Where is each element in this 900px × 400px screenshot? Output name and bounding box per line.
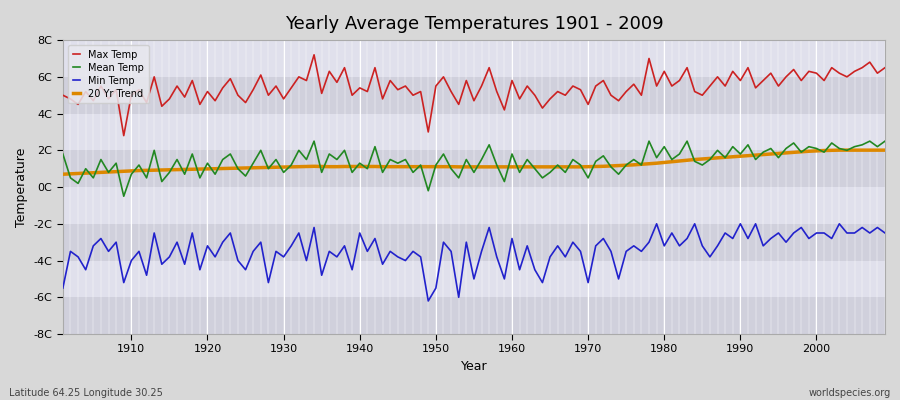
Mean Temp: [126, 172, 137, 177]
20 Yr Trend: [879, 148, 890, 152]
Mean Temp: [58, 152, 68, 156]
Max Temp: [879, 65, 890, 70]
Mean Temp: [346, 170, 357, 175]
20 Yr Trend: [499, 164, 509, 169]
Mean Temp: [514, 170, 525, 175]
20 Yr Trend: [286, 164, 297, 169]
Bar: [63, 297, 885, 334]
Mean Temp: [613, 172, 624, 177]
20 Yr Trend: [331, 164, 342, 169]
Max Temp: [346, 93, 357, 98]
Bar: [63, 224, 885, 260]
Mean Temp: [309, 139, 320, 144]
20 Yr Trend: [118, 169, 129, 174]
Bar: [63, 150, 885, 187]
Line: 20 Yr Trend: 20 Yr Trend: [63, 150, 885, 174]
Mean Temp: [293, 148, 304, 153]
Bar: [63, 40, 885, 77]
Min Temp: [606, 249, 616, 254]
Max Temp: [309, 52, 320, 57]
Bar: [63, 114, 885, 150]
Min Temp: [514, 267, 525, 272]
Legend: Max Temp, Mean Temp, Min Temp, 20 Yr Trend: Max Temp, Mean Temp, Min Temp, 20 Yr Tre…: [68, 45, 148, 104]
Y-axis label: Temperature: Temperature: [15, 147, 28, 227]
Max Temp: [293, 74, 304, 79]
Min Temp: [507, 236, 517, 241]
Line: Mean Temp: Mean Temp: [63, 141, 885, 196]
Title: Yearly Average Temperatures 1901 - 2009: Yearly Average Temperatures 1901 - 2009: [284, 15, 663, 33]
Text: Latitude 64.25 Longitude 30.25: Latitude 64.25 Longitude 30.25: [9, 388, 163, 398]
Min Temp: [879, 230, 890, 235]
Bar: [63, 260, 885, 297]
Min Temp: [286, 244, 297, 248]
Min Temp: [58, 286, 68, 290]
Line: Min Temp: Min Temp: [63, 224, 885, 301]
Min Temp: [423, 298, 434, 303]
Max Temp: [514, 96, 525, 101]
Mean Temp: [879, 139, 890, 144]
Max Temp: [522, 84, 533, 88]
20 Yr Trend: [507, 164, 517, 169]
Min Temp: [652, 222, 662, 226]
20 Yr Trend: [834, 148, 845, 152]
Bar: [63, 77, 885, 114]
20 Yr Trend: [598, 164, 608, 169]
Max Temp: [613, 98, 624, 103]
Max Temp: [118, 133, 129, 138]
Bar: [63, 187, 885, 224]
Mean Temp: [118, 194, 129, 199]
Max Temp: [126, 93, 137, 98]
Min Temp: [118, 280, 129, 285]
Max Temp: [58, 93, 68, 98]
X-axis label: Year: Year: [461, 360, 487, 373]
Line: Max Temp: Max Temp: [63, 55, 885, 136]
Min Temp: [331, 254, 342, 259]
Mean Temp: [522, 157, 533, 162]
Text: worldspecies.org: worldspecies.org: [809, 388, 891, 398]
20 Yr Trend: [58, 172, 68, 177]
